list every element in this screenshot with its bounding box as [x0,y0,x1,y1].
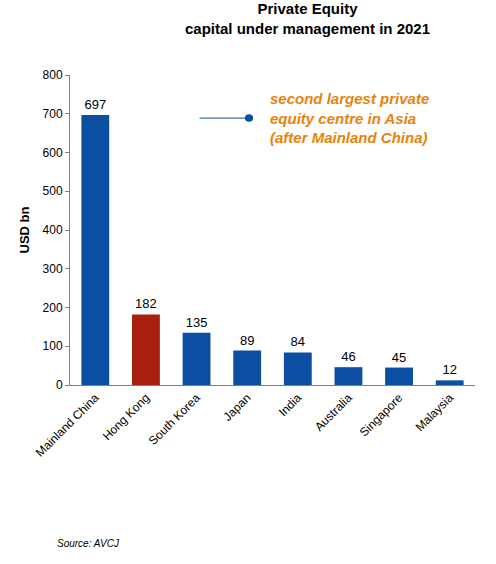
svg-text:USD bn: USD bn [17,206,32,253]
svg-text:84: 84 [291,334,305,349]
svg-text:300: 300 [43,262,63,276]
svg-text:Australia: Australia [312,391,355,434]
svg-text:South Korea: South Korea [146,391,203,448]
svg-text:135: 135 [186,315,208,330]
svg-text:Japan: Japan [221,391,254,424]
svg-text:Hong Kong: Hong Kong [100,391,152,443]
svg-text:0: 0 [56,378,63,392]
svg-text:12: 12 [442,362,456,377]
svg-text:800: 800 [43,68,63,82]
svg-text:400: 400 [43,223,63,237]
svg-text:700: 700 [43,107,63,121]
svg-text:89: 89 [240,333,254,348]
svg-text:India: India [276,391,305,420]
svg-text:697: 697 [84,97,106,112]
svg-text:200: 200 [43,301,63,315]
svg-text:600: 600 [43,146,63,160]
svg-text:500: 500 [43,184,63,198]
svg-text:Mainland China: Mainland China [33,391,102,460]
svg-text:Private Equitycapital under ma: Private Equitycapital under management i… [185,0,430,37]
svg-text:Source: AVCJ: Source: AVCJ [57,538,120,549]
svg-text:46: 46 [341,349,355,364]
svg-text:second largest privateequity c: second largest privateequity centre in A… [270,90,429,146]
svg-text:45: 45 [392,350,406,365]
svg-text:Malaysia: Malaysia [413,391,457,435]
svg-text:182: 182 [135,296,157,311]
svg-text:100: 100 [43,339,63,353]
svg-text:Singapore: Singapore [357,391,406,440]
